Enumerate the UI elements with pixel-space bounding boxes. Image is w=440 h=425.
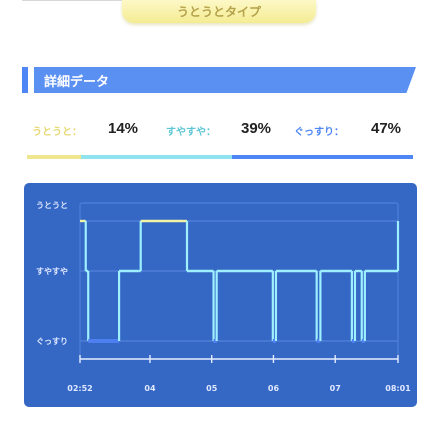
stat-value-deep: 47% [371, 120, 402, 137]
section-accent [22, 67, 28, 93]
ratio-segment-deep [231, 155, 413, 159]
ratio-segment-light [27, 155, 82, 159]
ratio-segment-mid [81, 155, 232, 159]
x-tick-label-4: 07 [330, 384, 341, 393]
x-tick-label-0: 02:52 [67, 384, 92, 393]
sleep-type-badge[interactable]: うとうとタイプ [122, 0, 316, 23]
sleep-stats: うとうと： 14% すやすや： 39% ぐっすり： 47% [22, 116, 416, 142]
stat-label-light: うとうと： [32, 127, 82, 138]
x-tick-label-2: 05 [206, 384, 218, 393]
section-header: 詳細データ [22, 67, 416, 93]
stat-label-deep: ぐっすり： [294, 127, 344, 138]
plot-frame [79, 202, 399, 360]
x-tick-label-1: 04 [144, 384, 156, 393]
y-label-0: うとうと [36, 201, 68, 210]
y-label-1: すやすや [36, 266, 68, 276]
section-title: 詳細データ [44, 75, 110, 90]
stat-value-mid: 39% [241, 120, 272, 137]
sleep-ratio-bar [27, 155, 413, 159]
x-tick-label-3: 06 [268, 384, 280, 393]
stat-value-light: 14% [108, 120, 139, 137]
x-tick-label-5: 08:01 [385, 384, 411, 393]
stat-label-mid: すやすや： [166, 127, 216, 138]
y-label-2: ぐっすり [36, 337, 68, 346]
section-band [34, 67, 416, 93]
sleep-chart-card: うとうとすやすやぐっすり 02:52 04 05 06 07 08:01 [24, 183, 417, 407]
